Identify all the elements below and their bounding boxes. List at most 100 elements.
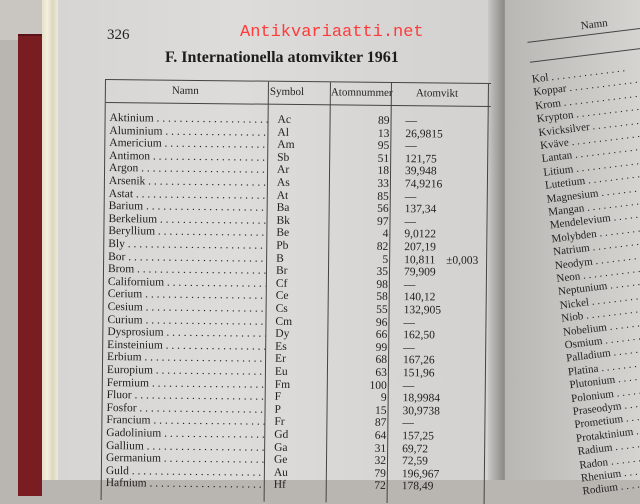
atomic-number: 97 <box>376 215 389 228</box>
atomic-weight: 121,75 <box>405 152 437 166</box>
atomic-number: 32 <box>374 455 387 468</box>
element-symbol: Br <box>275 264 288 278</box>
element-symbol: Hf <box>273 479 286 492</box>
element-symbol: Al <box>277 126 290 139</box>
element-symbol: Cs <box>275 302 288 315</box>
atomic-number: 5 <box>382 253 389 266</box>
element-name: Bly . . . . . . . . . . . . . . . . . . … <box>108 238 266 252</box>
element-name: Curium . . . . . . . . . . . . . . . . .… <box>107 313 265 328</box>
atomic-number: 82 <box>376 240 389 253</box>
table-header: Namn Symbol Atomnummer Atomvikt <box>105 80 491 108</box>
element-name: Fermium . . . . . . . . . . . . . . . . … <box>106 376 265 391</box>
element-symbol: Be <box>276 227 290 240</box>
element-symbol: Es <box>275 340 287 353</box>
atomic-weight: 196,967 <box>401 467 440 481</box>
atomic-weight: 132,905 <box>403 304 442 317</box>
element-name: Fluor . . . . . . . . . . . . . . . . . … <box>106 389 265 403</box>
element-symbol: Gd <box>274 428 289 441</box>
element-symbol: Am <box>277 138 295 152</box>
atomic-weight: 157,25 <box>402 430 434 443</box>
atomic-weight: — <box>405 140 417 153</box>
element-name: Erbium . . . . . . . . . . . . . . . . .… <box>107 351 265 366</box>
element-symbol: P <box>274 403 282 416</box>
element-name: Dysprosium . . . . . . . . . . . . . . .… <box>107 326 265 340</box>
element-name: Brom . . . . . . . . . . . . . . . . . .… <box>107 263 267 277</box>
atomic-number: 96 <box>375 316 388 329</box>
atomic-number: 31 <box>374 442 387 455</box>
table-rule <box>529 44 640 63</box>
watermark: Antikvariaatti.net <box>240 23 424 42</box>
atomic-number: 4 <box>382 228 389 241</box>
element-symbol: Dy <box>275 327 290 341</box>
element-name: Antimon . . . . . . . . . . . . . . . . … <box>109 149 267 164</box>
atomic-weight: 30,9738 <box>402 404 440 418</box>
atomic-weight: 72,59 <box>401 455 428 468</box>
atomic-number: 15 <box>374 404 387 417</box>
element-name: Americium . . . . . . . . . . . . . . . … <box>109 137 267 151</box>
weight-tolerance: ±0,003 <box>446 254 479 267</box>
atomic-weight: 26,9815 <box>405 127 443 141</box>
atomic-number: 13 <box>377 127 390 140</box>
atomic-number: 9 <box>380 392 387 405</box>
element-symbol: Bk <box>276 214 291 227</box>
element-symbol: Pb <box>276 239 289 252</box>
element-name: Europium . . . . . . . . . . . . . . . .… <box>106 364 265 378</box>
atomic-number: 89 <box>378 114 390 127</box>
element-symbol: F <box>274 390 282 404</box>
element-symbol: Eu <box>274 365 288 378</box>
page-number: 326 <box>107 27 130 43</box>
element-name: Californium . . . . . . . . . . . . . . … <box>107 275 266 290</box>
page-edges <box>42 0 58 480</box>
element-symbol: Ar <box>276 164 290 177</box>
atomic-number: 68 <box>375 354 388 367</box>
element-name: Gadolinium . . . . . . . . . . . . . . .… <box>106 427 265 441</box>
element-symbol: B <box>276 252 284 265</box>
header-weight: Atomvikt <box>415 87 459 100</box>
atomic-weight: 151,96 <box>402 367 435 380</box>
atomic-weight: 79,909 <box>403 266 436 279</box>
element-symbol: At <box>276 189 289 202</box>
element-name: Cesium . . . . . . . . . . . . . . . . .… <box>107 301 266 315</box>
element-name: Fosfor . . . . . . . . . . . . . . . . .… <box>106 401 264 416</box>
element-name: Francium . . . . . . . . . . . . . . . .… <box>106 414 265 429</box>
atomic-number: 85 <box>377 190 389 203</box>
element-name: Astat . . . . . . . . . . . . . . . . . … <box>108 187 267 202</box>
element-symbol: Ba <box>276 201 290 215</box>
atomic-weight: 178,49 <box>401 480 434 493</box>
atomic-number: 87 <box>374 417 387 430</box>
atomic-weight: 10,811 <box>404 253 436 267</box>
element-symbol: Ce <box>275 290 289 303</box>
element-name: Berkelium . . . . . . . . . . . . . . . … <box>108 212 267 227</box>
atomic-number: 56 <box>377 203 389 216</box>
element-name: Bor . . . . . . . . . . . . . . . . . . … <box>108 250 266 265</box>
atomic-weight: 9,0122 <box>404 228 437 241</box>
header-symbol: Symbol <box>269 85 305 99</box>
atomic-weight: 207,19 <box>404 241 436 254</box>
element-symbol: Fm <box>274 378 291 391</box>
atomic-weight: 140,12 <box>403 291 436 304</box>
header-number: Atomnummer <box>330 86 393 100</box>
element-name: Argon . . . . . . . . . . . . . . . . . … <box>109 162 267 177</box>
atomic-weight: — <box>403 341 415 355</box>
element-symbol: Cf <box>275 277 288 290</box>
atomic-number: 51 <box>377 152 390 165</box>
element-symbol: Sb <box>277 151 290 164</box>
element-symbol: Er <box>275 353 286 366</box>
element-symbol: Au <box>273 466 289 479</box>
atomic-number: 64 <box>374 429 387 442</box>
page-title: F. Internationella atomvikter 1961 <box>165 49 399 66</box>
right-page <box>505 0 640 480</box>
atomic-number: 33 <box>377 177 389 190</box>
atomic-weight: — <box>403 316 416 329</box>
atomic-number: 72 <box>374 480 386 493</box>
atomic-weight: 39,948 <box>404 165 437 178</box>
atomic-weight: 18,9984 <box>402 392 441 405</box>
element-name: Aktinium . . . . . . . . . . . . . . . .… <box>109 112 268 126</box>
element-name: Cerium . . . . . . . . . . . . . . . . .… <box>107 288 266 303</box>
atomic-weight: — <box>405 115 418 128</box>
atomic-weight: 162,50 <box>403 329 436 342</box>
atomic-weight: 137,34 <box>404 203 437 216</box>
atomic-weights-table: Namn Symbol Atomnummer Atomvikt Aktinium… <box>100 79 491 504</box>
element-name: Einsteinium . . . . . . . . . . . . . . … <box>107 338 266 353</box>
header-name: Namn <box>171 84 199 97</box>
